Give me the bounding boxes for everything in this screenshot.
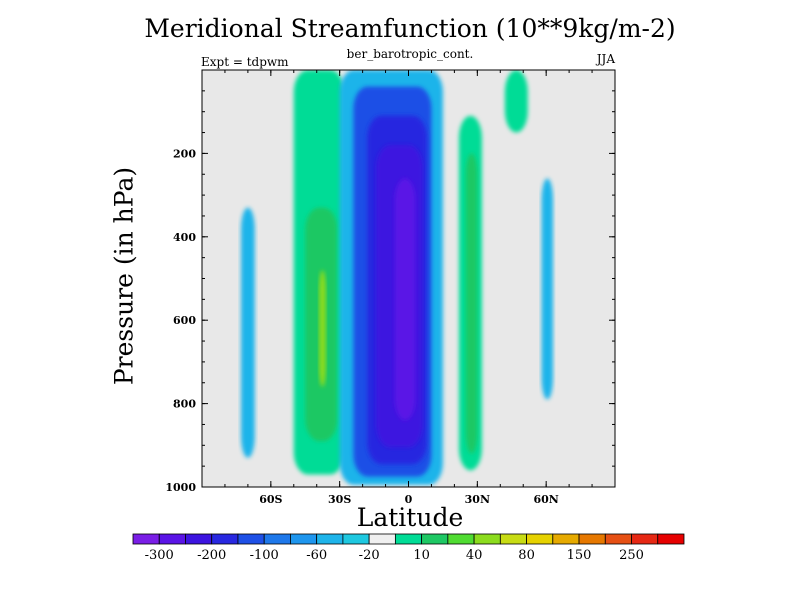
contour-region-2 xyxy=(319,270,326,387)
colorbar-label-6: 40 xyxy=(466,548,483,563)
contour-region-8 xyxy=(394,178,416,421)
colorbar-swatch-3 xyxy=(211,533,239,545)
axes-layer: 60S 30S 0 30N 60N 200 400 600 800 1000 xyxy=(165,69,616,506)
colorbar-swatch-12 xyxy=(447,533,475,545)
contour-region-12 xyxy=(541,178,554,400)
y-tick-label-2: 600 xyxy=(173,314,196,327)
colorbar-label-4: -20 xyxy=(359,548,380,563)
contour-fill-layer xyxy=(241,70,554,485)
colorbar-swatch-4 xyxy=(237,533,265,545)
colorbar-swatch-15 xyxy=(526,533,554,545)
x-tick-label-2: 0 xyxy=(405,493,413,506)
colorbar-swatch-14 xyxy=(499,533,527,545)
colorbar-label-9: 250 xyxy=(619,548,644,563)
chart-subtitle: ber_barotropic_cont. xyxy=(346,47,474,61)
colorbar-swatch-0 xyxy=(132,533,160,545)
colorbar-swatch-1 xyxy=(158,533,186,545)
colorbar-swatch-10 xyxy=(394,533,423,545)
colorbar: -300 -200 -100 -60 -20 10 40 80 150 250 xyxy=(132,533,685,563)
contour-region-3 xyxy=(241,207,255,458)
colorbar-swatch-17 xyxy=(578,533,606,545)
colorbar-label-3: -60 xyxy=(306,548,327,563)
colorbar-swatch-18 xyxy=(604,533,632,545)
colorbar-swatch-2 xyxy=(185,533,213,545)
contour-region-11 xyxy=(504,70,528,133)
colorbar-swatch-8 xyxy=(342,533,370,545)
colorbar-label-8: 150 xyxy=(567,548,592,563)
contour-region-10 xyxy=(465,153,478,454)
y-tick-label-0: 200 xyxy=(173,147,196,160)
y-tick-label-3: 800 xyxy=(173,398,196,411)
colorbar-swatch-5 xyxy=(263,533,291,545)
x-tick-label-0: 60S xyxy=(259,493,282,506)
experiment-label: Expt = tdpwm xyxy=(201,55,289,69)
colorbar-swatch-11 xyxy=(421,533,449,545)
x-axis-label: Latitude xyxy=(356,503,464,532)
colorbar-swatch-20 xyxy=(657,533,685,545)
y-tick-label-4: 1000 xyxy=(165,481,196,494)
colorbar-label-5: 10 xyxy=(413,548,430,563)
y-tick-label-1: 400 xyxy=(173,231,196,244)
colorbar-swatch-9 xyxy=(368,533,396,545)
season-label: JJA xyxy=(596,52,615,66)
colorbar-swatch-19 xyxy=(631,533,659,545)
x-tick-label-3: 30N xyxy=(465,493,490,506)
x-tick-label-1: 30S xyxy=(328,493,351,506)
colorbar-label-2: -100 xyxy=(250,548,279,563)
colorbar-label-1: -200 xyxy=(197,548,226,563)
colorbar-swatch-13 xyxy=(473,533,501,545)
colorbar-swatch-7 xyxy=(316,533,344,545)
x-tick-label-4: 60N xyxy=(533,493,558,506)
colorbar-label-7: 80 xyxy=(518,548,535,563)
colorbar-label-0: -300 xyxy=(145,548,174,563)
colorbar-swatch-6 xyxy=(290,533,318,545)
chart-title: Meridional Streamfunction (10**9kg/m-2) xyxy=(144,14,676,43)
colorbar-swatch-16 xyxy=(552,533,580,545)
